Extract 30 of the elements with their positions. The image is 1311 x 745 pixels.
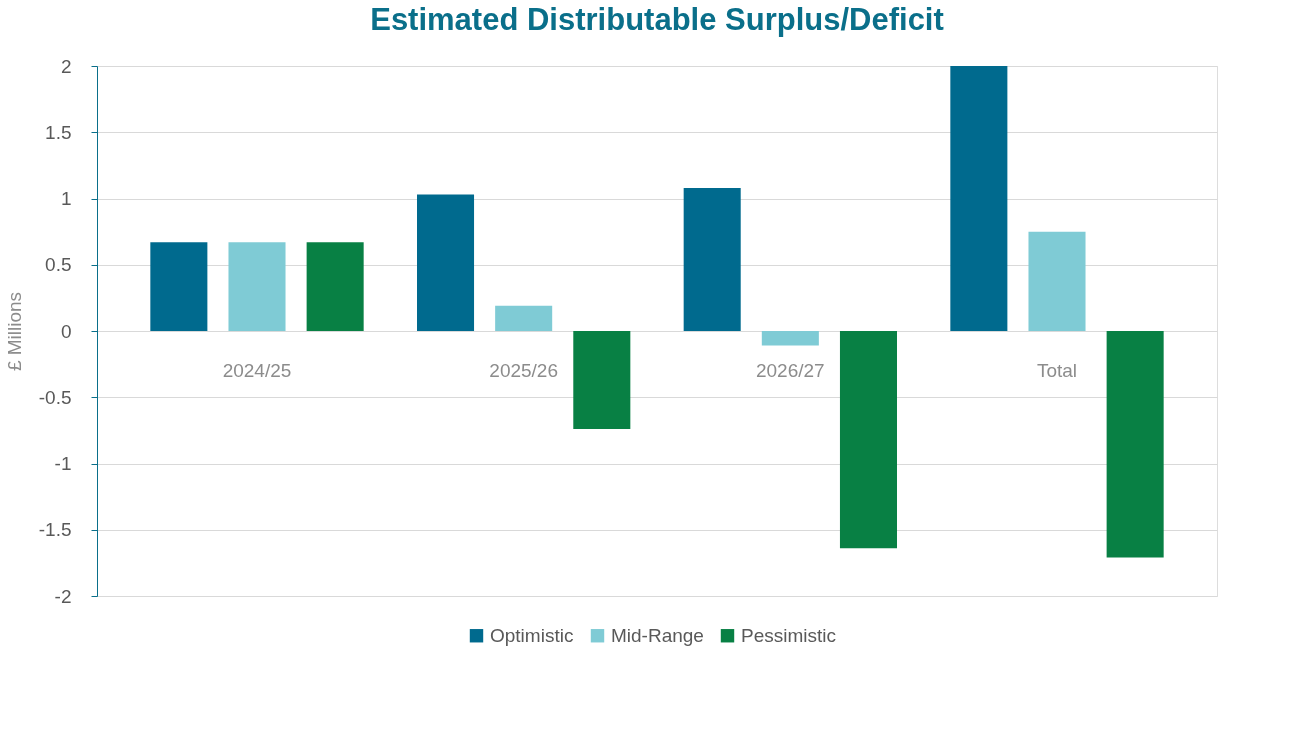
y-tick-label: 1.5: [45, 121, 72, 143]
chart-title: Estimated Distributable Surplus/Deficit: [370, 2, 944, 37]
legend-label: Pessimistic: [741, 624, 837, 646]
bar: [1028, 231, 1086, 331]
bar: [495, 305, 553, 331]
legend-label: Mid-Range: [611, 624, 704, 646]
bar: [228, 242, 286, 331]
bar: [950, 66, 1008, 331]
y-tick-label: -1.5: [38, 519, 72, 541]
bar: [150, 242, 208, 331]
y-tick-label: 2: [60, 55, 72, 77]
y-axis-title: £ Millions: [3, 291, 25, 372]
bar: [417, 194, 475, 331]
y-tick-label: 0.5: [45, 254, 72, 276]
x-tick-label: 2026/27: [755, 359, 825, 381]
bar: [573, 331, 631, 430]
bar: [1106, 331, 1164, 558]
x-tick-label: 2024/25: [222, 359, 292, 381]
bar: [683, 187, 741, 331]
y-tick-label: 1: [60, 188, 72, 209]
y-tick-label: 0: [60, 320, 72, 342]
bar: [839, 331, 897, 549]
bar: [761, 331, 819, 346]
y-tick-label: -2: [54, 585, 72, 607]
x-tick-label: 2025/26: [489, 359, 559, 381]
legend-label: Optimistic: [490, 624, 574, 646]
y-tick-label: -0.5: [38, 386, 72, 408]
bar: [306, 242, 364, 331]
y-tick-label: -1: [54, 453, 72, 474]
x-tick-label: Total: [1036, 359, 1078, 381]
